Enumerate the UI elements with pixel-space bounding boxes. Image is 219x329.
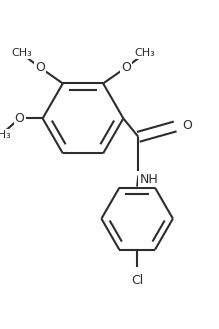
Text: CH₃: CH₃	[0, 130, 12, 139]
Text: CH₃: CH₃	[11, 48, 32, 59]
Text: NH: NH	[140, 173, 158, 186]
Text: Cl: Cl	[131, 274, 143, 287]
Text: CH₃: CH₃	[134, 48, 155, 59]
Text: O: O	[121, 61, 131, 74]
Text: O: O	[15, 112, 25, 125]
Text: O: O	[35, 61, 45, 74]
Text: O: O	[183, 119, 193, 132]
